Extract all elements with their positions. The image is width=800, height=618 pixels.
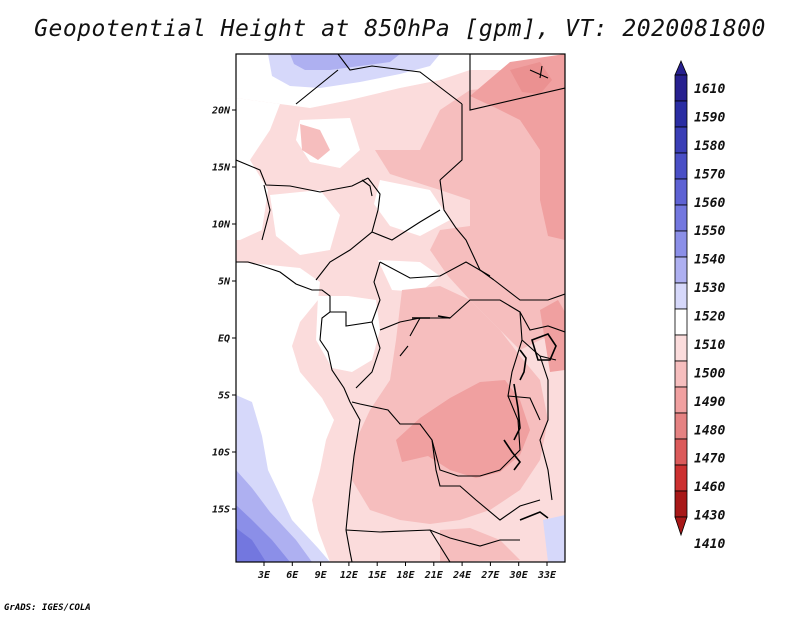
longitude-axis: 3E 6E 9E 12E 15E 18E 21E 24E 27E 30E 33E — [257, 562, 557, 581]
colorbar-swatch — [674, 386, 688, 414]
colorbar-swatch — [674, 100, 688, 128]
colorbar-label: 1610 — [694, 82, 725, 97]
map-frame — [235, 53, 566, 563]
colorbar-label: 1550 — [694, 224, 725, 239]
colorbar-swatch — [674, 464, 688, 492]
lat-tick-label: 10S — [212, 448, 230, 459]
colorbar-swatch — [674, 438, 688, 466]
lat-tick-label: 15N — [212, 163, 231, 174]
colorbar-label: 1580 — [694, 139, 725, 154]
lat-tick-label: 10N — [212, 220, 231, 231]
lon-tick-label: 12E — [340, 570, 359, 581]
colorbar-label: 1540 — [694, 253, 725, 268]
colorbar-swatch — [674, 152, 688, 180]
colorbar-label: 1530 — [694, 281, 725, 296]
colorbar: 1610 1590 1580 1570 1560 1550 1540 1530 1520 1510… — [674, 59, 725, 552]
lon-tick-label: 3E — [257, 570, 271, 581]
credit-label: GrADS: IGES/COLA — [4, 603, 91, 613]
colorbar-label: 1490 — [694, 395, 725, 410]
latitude-axis: 20N 15N 10N 5N EQ 5S 10S 15S — [211, 106, 236, 516]
colorbar-swatch — [674, 256, 688, 284]
colorbar-swatch — [674, 178, 688, 206]
lon-tick-label: 33E — [537, 570, 557, 581]
colorbar-label: 1520 — [694, 310, 725, 325]
colorbar-label: 1570 — [694, 167, 725, 182]
colorbar-swatch — [674, 360, 688, 388]
colorbar-top-arrow — [674, 59, 688, 76]
colorbar-swatch — [674, 74, 688, 102]
colorbar-swatch — [674, 308, 688, 336]
lat-tick-label: 20N — [211, 106, 231, 117]
lon-tick-label: 15E — [368, 570, 387, 581]
colorbar-swatch — [674, 334, 688, 362]
colorbar-label: 1480 — [694, 423, 725, 438]
colorbar-label: 1470 — [694, 452, 725, 467]
colorbar-label: 1460 — [694, 480, 725, 495]
colorbar-bottom-arrow — [674, 516, 688, 537]
colorbar-label: 1500 — [694, 366, 725, 381]
chart-title: Geopotential Height at 850hPa [gpm], VT:… — [34, 16, 766, 42]
colorbar-swatch — [674, 490, 688, 518]
lon-tick-label: 30E — [509, 570, 529, 581]
colorbar-swatch — [674, 282, 688, 310]
country-borders — [236, 54, 565, 562]
colorbar-swatch — [674, 126, 688, 154]
colorbar-swatch — [674, 412, 688, 440]
colorbar-label: 1510 — [694, 338, 725, 353]
lon-tick-label: 18E — [396, 570, 415, 581]
lon-tick-label: 6E — [286, 570, 299, 581]
colorbar-label: 1410 — [694, 537, 725, 552]
colorbar-label: 1590 — [694, 110, 725, 125]
lat-tick-label: 15S — [212, 505, 230, 516]
lat-tick-label: 5N — [218, 277, 231, 288]
colorbar-swatch — [674, 230, 688, 258]
lon-tick-label: 21E — [424, 570, 444, 581]
lon-tick-label: 27E — [480, 570, 500, 581]
lon-tick-label: 9E — [315, 570, 328, 581]
lat-tick-label: EQ — [218, 334, 230, 345]
colorbar-label: 1430 — [694, 509, 725, 524]
colorbar-label: 1560 — [694, 196, 725, 211]
lat-tick-label: 5S — [218, 391, 230, 402]
height-field — [236, 54, 565, 562]
colorbar-swatch — [674, 204, 688, 232]
lakes — [412, 315, 557, 521]
lon-tick-label: 24E — [452, 570, 472, 581]
